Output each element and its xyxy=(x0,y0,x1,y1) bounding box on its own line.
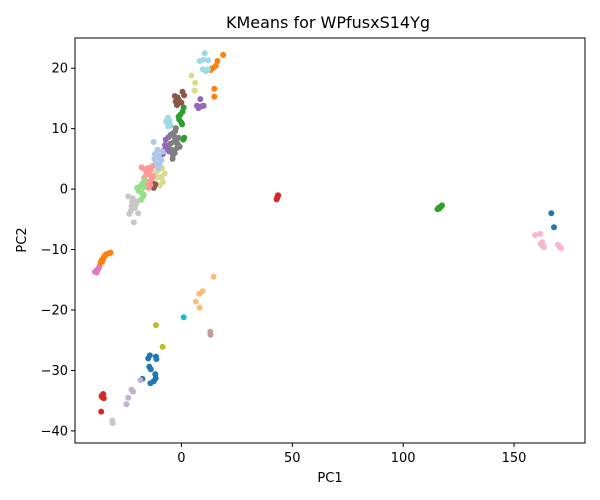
data-point xyxy=(134,198,141,205)
data-point xyxy=(167,140,174,147)
data-point xyxy=(540,244,547,251)
y-axis: −40 −30 −20 −10 0 10 20 xyxy=(41,62,75,439)
data-point xyxy=(174,145,180,151)
y-tick-label: 0 xyxy=(60,183,68,198)
data-point xyxy=(150,378,157,385)
x-tick-label: 100 xyxy=(391,451,416,466)
data-point xyxy=(109,417,116,424)
data-point xyxy=(167,131,174,138)
data-point xyxy=(125,394,132,401)
x-tick-label: 0 xyxy=(177,451,185,466)
data-point xyxy=(214,58,221,64)
data-point xyxy=(147,366,154,373)
y-tick-label: −40 xyxy=(41,424,68,439)
data-point xyxy=(191,87,198,94)
data-point xyxy=(163,118,170,125)
data-point xyxy=(159,343,166,350)
x-tick-label: 150 xyxy=(502,451,527,466)
data-point xyxy=(107,249,114,256)
data-point xyxy=(188,72,195,79)
y-tick-label: 20 xyxy=(51,62,68,77)
y-tick-label: −30 xyxy=(41,364,68,379)
data-point xyxy=(149,163,156,170)
data-point xyxy=(200,102,207,109)
data-point xyxy=(129,198,136,205)
x-axis-label: PC1 xyxy=(317,471,342,486)
data-point xyxy=(154,174,161,181)
y-tick-label: −20 xyxy=(41,304,68,319)
data-point xyxy=(210,273,217,280)
y-axis-label: PC2 xyxy=(15,227,30,252)
data-point xyxy=(551,224,557,231)
data-point xyxy=(175,113,182,120)
data-point xyxy=(274,194,281,201)
plot-points xyxy=(92,50,565,427)
data-point xyxy=(180,104,187,111)
data-point xyxy=(141,177,148,184)
data-point xyxy=(196,304,203,311)
data-point xyxy=(201,50,208,57)
y-tick-label: 10 xyxy=(51,122,68,137)
data-point xyxy=(172,125,179,132)
data-point xyxy=(180,314,187,321)
plot-frame xyxy=(74,37,586,444)
data-point xyxy=(161,170,168,177)
data-point xyxy=(123,401,130,408)
data-point xyxy=(207,331,214,338)
data-point xyxy=(196,290,203,297)
data-point xyxy=(159,148,166,155)
data-point xyxy=(156,161,163,168)
data-point xyxy=(192,298,199,305)
data-point xyxy=(137,377,144,384)
data-point xyxy=(192,79,199,86)
data-point xyxy=(140,191,147,198)
data-point xyxy=(98,408,105,415)
data-point xyxy=(539,239,546,246)
x-tick-label: 50 xyxy=(284,451,301,466)
data-point xyxy=(135,187,142,194)
data-point xyxy=(181,92,188,99)
data-point xyxy=(179,121,186,128)
data-point xyxy=(154,146,161,153)
data-point xyxy=(196,58,203,64)
data-point xyxy=(153,356,160,362)
data-point xyxy=(197,96,204,103)
data-point xyxy=(135,210,142,217)
data-point xyxy=(149,173,156,180)
data-point xyxy=(212,62,219,69)
data-point xyxy=(532,232,539,239)
data-point xyxy=(99,392,106,399)
data-point xyxy=(99,258,106,265)
data-point xyxy=(146,352,153,359)
data-point xyxy=(126,210,133,217)
x-axis: 0 50 100 150 xyxy=(177,443,526,466)
data-point xyxy=(548,210,555,217)
data-point xyxy=(150,139,157,145)
data-point xyxy=(175,134,182,141)
data-point xyxy=(163,145,170,151)
data-point xyxy=(554,241,561,248)
data-point xyxy=(93,269,100,276)
data-point xyxy=(152,322,159,329)
data-point xyxy=(205,66,211,73)
data-point xyxy=(174,102,180,109)
data-point xyxy=(155,152,162,159)
data-point xyxy=(436,205,443,212)
data-point xyxy=(170,152,176,159)
data-point xyxy=(205,57,212,64)
data-point xyxy=(220,51,227,58)
data-point xyxy=(130,219,137,226)
data-point xyxy=(130,388,137,395)
data-point xyxy=(537,230,543,237)
data-point xyxy=(125,193,132,200)
data-point xyxy=(165,123,172,130)
data-point xyxy=(151,155,158,162)
data-point xyxy=(211,93,218,100)
data-point xyxy=(178,99,185,106)
y-tick-label: −10 xyxy=(41,243,68,258)
chart-title: KMeans for WPfusxS14Yg xyxy=(226,13,430,32)
data-point xyxy=(211,85,218,92)
